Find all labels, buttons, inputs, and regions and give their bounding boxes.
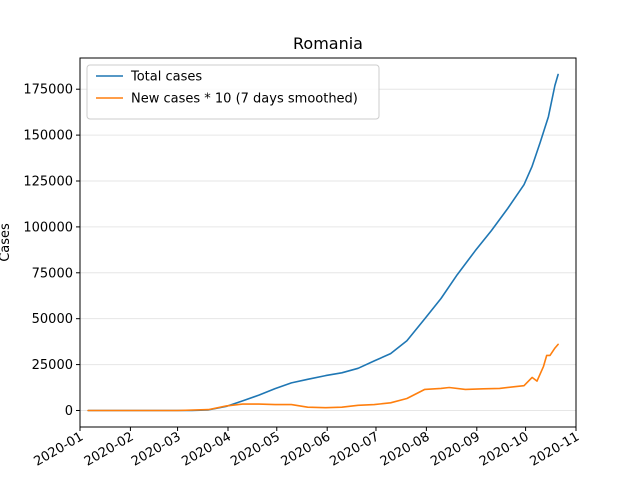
x-tick-label: 2020-02 (82, 429, 137, 469)
x-tick-label: 2020-07 (327, 429, 382, 469)
y-tick-label: 125000 (23, 175, 73, 190)
x-tick-label: 2020-06 (279, 429, 334, 469)
x-tick-label: 2020-04 (179, 429, 234, 469)
legend-box (86, 64, 380, 120)
y-tick-label: 50000 (32, 312, 73, 327)
series-lines (87, 73, 559, 412)
axes (79, 57, 577, 428)
plot-frame (79, 57, 577, 428)
chart-title: Romania (293, 34, 363, 53)
x-tick-label: 2020-09 (428, 429, 483, 469)
x-tick-label: 2020-08 (378, 429, 433, 469)
legend-label: New cases * 10 (7 days smoothed) (131, 92, 358, 107)
x-tick-label: 2020-03 (129, 429, 184, 469)
legend: Total cases New cases * 10 (7 days smooth… (86, 64, 380, 120)
y-tick-label: 175000 (23, 83, 73, 98)
y-tick-label: 150000 (23, 129, 73, 144)
legend-items: Total cases New cases * 10 (7 days smooth… (96, 70, 358, 107)
grid-lines (80, 88, 576, 411)
x-tick-label: 2020-05 (228, 429, 283, 469)
x-axis-ticks: 2020-012020-022020-032020-042020-052020-… (31, 427, 582, 470)
y-axis-ticks: 0 25000 50000 75000 100000 125000 150000 175000 (23, 83, 80, 419)
y-axis-label: Cases (0, 223, 13, 262)
y-tick-label: 0 (65, 404, 73, 419)
x-tick-label: 2020-01 (31, 429, 86, 469)
y-tick-label: 100000 (23, 220, 73, 235)
x-tick-label: 2020-10 (477, 429, 532, 469)
legend-label: Total cases (130, 70, 202, 85)
series-line-1 (87, 73, 559, 412)
series-line-2 (87, 343, 559, 412)
y-tick-label: 75000 (32, 266, 73, 281)
y-tick-label: 25000 (32, 358, 73, 373)
x-tick-label: 2020-11 (527, 429, 582, 469)
